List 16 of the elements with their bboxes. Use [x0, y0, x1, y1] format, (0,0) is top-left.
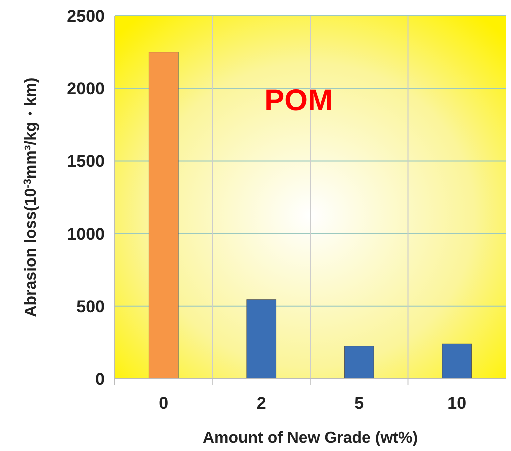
bar [344, 346, 374, 380]
y-tick-label: 0 [96, 370, 105, 389]
bar [442, 344, 472, 380]
x-tick-label: 5 [354, 394, 364, 413]
y-tick-label: 1000 [67, 224, 105, 244]
y-tick-label: 2000 [67, 80, 105, 99]
x-tick-label: 2 [256, 394, 266, 413]
y-tick-label: 2500 [67, 6, 105, 26]
y-tick-label: 1500 [67, 152, 105, 172]
y-tick-label: 500 [76, 297, 105, 316]
bar [148, 52, 179, 380]
x-tick-label: 10 [448, 394, 467, 413]
annotation: POM [264, 84, 333, 118]
x-tick-label: 0 [159, 394, 169, 413]
x-axis-title: Amount of New Grade (wt%) [202, 430, 418, 447]
bar [246, 300, 277, 380]
